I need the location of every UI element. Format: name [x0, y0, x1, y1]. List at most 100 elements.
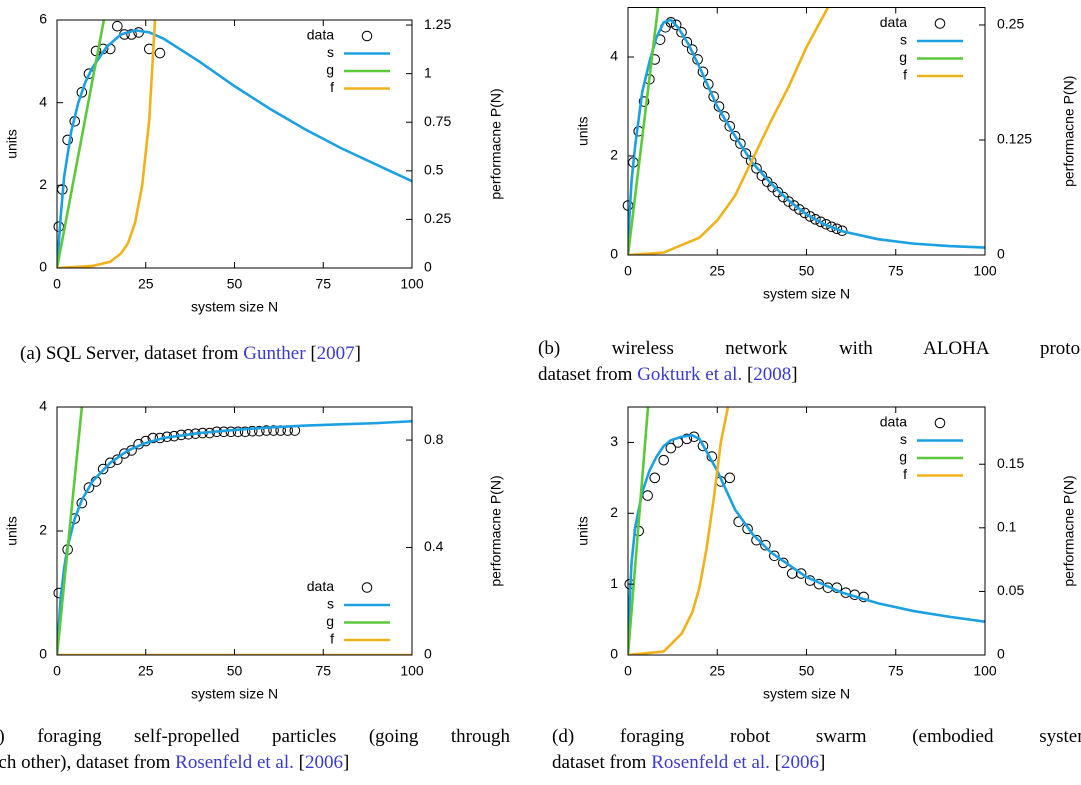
data-point: [681, 433, 693, 445]
series-line: [628, 407, 650, 655]
data-point: [254, 425, 265, 437]
y-axis-label: units: [4, 516, 20, 546]
y2-axis-label: performacne P(N): [488, 88, 504, 199]
y2-tick-label: 0.25: [424, 210, 451, 226]
data-point: [246, 425, 258, 437]
data-point: [261, 425, 272, 436]
y2-tick-label: 0.4: [424, 538, 444, 554]
caption-text: dataset from: [538, 364, 638, 385]
caption-text: c) foraging self-propelled particles (go…: [0, 726, 510, 747]
caption-line: (b) wireless network with ALOHA protoco: [538, 338, 1081, 364]
citation-link[interactable]: 2007: [316, 343, 355, 364]
data-point: [97, 463, 109, 475]
legend-swatch: [361, 582, 373, 593]
series-line: [628, 18, 985, 249]
data-point: [788, 200, 800, 211]
series-line: [628, 7, 830, 255]
caption: (d) foraging robot swarm (embodied syste…: [552, 726, 1081, 778]
citation-link[interactable]: 2006: [304, 752, 343, 773]
data-point: [658, 454, 670, 466]
caption-text: (d) foraging robot swarm (embodied syste…: [552, 726, 1081, 747]
caption-text: (a) SQL Server, dataset from: [20, 343, 244, 364]
data-point: [740, 148, 752, 159]
series-line: [628, 407, 730, 655]
data-point: [719, 111, 730, 122]
data-point: [804, 211, 816, 222]
data-point: [154, 47, 166, 59]
y2-tick-label: 0: [424, 646, 432, 662]
legend-label: f: [330, 631, 334, 647]
data-point: [147, 432, 159, 444]
data-point: [761, 176, 773, 188]
data-point: [794, 204, 805, 215]
x-tick-label: 0: [624, 263, 632, 279]
x-axis-label: system size N: [191, 686, 278, 702]
data-point: [724, 472, 736, 484]
data-point: [729, 130, 741, 142]
data-point: [745, 155, 757, 167]
y2-axis-label: performacne P(N): [488, 475, 504, 586]
legend-label: s: [327, 44, 334, 60]
legend-label: data: [307, 578, 334, 594]
data-point: [649, 472, 661, 484]
caption-text: [: [742, 364, 754, 385]
data-point: [676, 26, 687, 38]
legend-label: g: [326, 613, 334, 629]
y-tick-label: 0: [610, 646, 618, 662]
y2-axis-label: performacne P(N): [1061, 76, 1077, 187]
legend-label: f: [330, 79, 334, 95]
x-tick-label: 100: [973, 663, 997, 679]
x-tick-label: 75: [315, 276, 331, 292]
x-tick-label: 25: [138, 663, 154, 679]
series-line: [628, 7, 660, 255]
data-point: [724, 121, 736, 132]
data-point: [799, 207, 811, 219]
citation-link[interactable]: 2008: [753, 364, 792, 385]
series-line: [628, 434, 985, 634]
caption-text: [: [769, 752, 781, 773]
series-line: [57, 29, 412, 268]
data-point: [760, 539, 771, 551]
data-point: [735, 138, 746, 149]
citation-link[interactable]: Gokturk et al.: [637, 364, 743, 385]
x-tick-label: 50: [799, 663, 815, 679]
citation-link[interactable]: Rosenfeld et al.: [175, 752, 294, 773]
x-tick-label: 25: [709, 663, 725, 679]
y-tick-label: 4: [610, 48, 618, 64]
y-axis-label: units: [575, 516, 591, 546]
series-line: [57, 20, 157, 268]
data-point: [826, 221, 837, 233]
x-tick-label: 50: [227, 276, 243, 292]
x-tick-label: 100: [973, 263, 997, 279]
y2-tick-label: 0: [997, 246, 1005, 262]
caption: (a) SQL Server, dataset from Gunther [20…: [20, 343, 520, 369]
data-point: [104, 457, 116, 469]
data-point: [665, 442, 677, 454]
x-axis-label: system size N: [763, 686, 850, 702]
x-tick-label: 25: [709, 263, 725, 279]
legend-label: f: [903, 466, 907, 482]
data-point: [268, 425, 279, 436]
y2-tick-label: 1.25: [424, 16, 451, 32]
x-tick-label: 75: [315, 663, 331, 679]
y-tick-label: 2: [39, 522, 47, 538]
data-point: [810, 214, 821, 225]
y2-axis-label: performacne P(N): [1061, 475, 1077, 586]
series-line: [57, 407, 84, 655]
data-point: [795, 568, 807, 579]
citation-link[interactable]: 2006: [780, 752, 819, 773]
caption-text: [: [305, 343, 317, 364]
citation-link[interactable]: Rosenfeld et al.: [651, 752, 770, 773]
y-tick-label: 2: [39, 176, 47, 192]
data-point: [697, 440, 709, 452]
data-point: [642, 490, 653, 501]
x-tick-label: 100: [400, 276, 424, 292]
legend-label: data: [880, 414, 907, 430]
citation-link[interactable]: Gunther: [243, 343, 306, 364]
caption-line: ach other), dataset from Rosenfeld et al…: [0, 752, 510, 778]
y2-tick-label: 0.8: [424, 431, 444, 447]
x-tick-label: 0: [624, 663, 632, 679]
